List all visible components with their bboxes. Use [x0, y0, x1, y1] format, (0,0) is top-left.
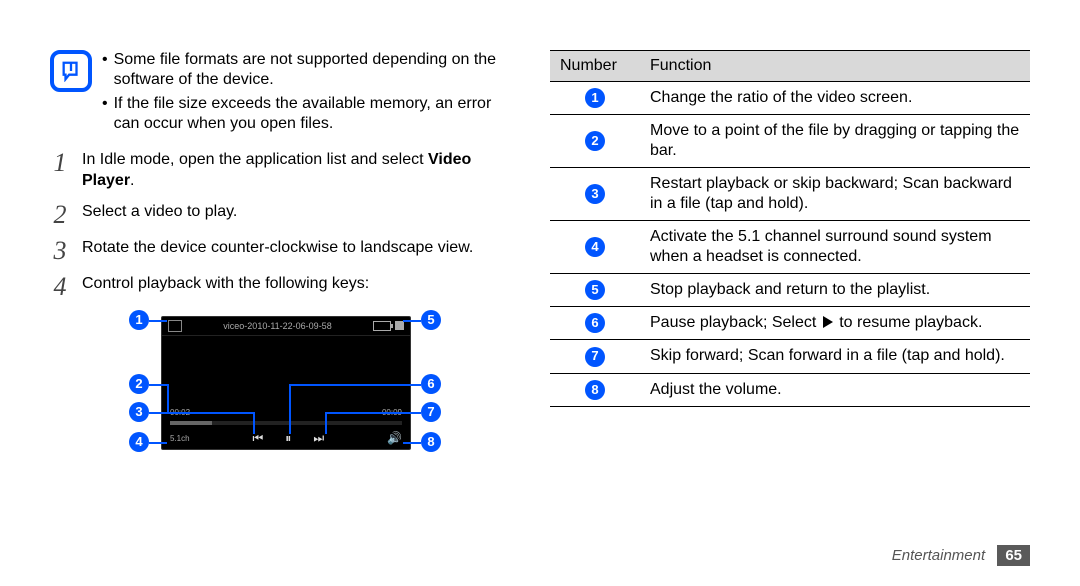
- step-4: 4 Control playback with the following ke…: [50, 274, 520, 300]
- callout-7: 7: [421, 402, 441, 422]
- player-mock: viceo-2010-11-22-06-09-58 00:02 00:09 5.…: [161, 316, 411, 450]
- control-row: 5.1ch ⏮ ⏸ ⏭ 🔊: [162, 427, 410, 446]
- table-row: 7 Skip forward; Scan forward in a file (t…: [550, 340, 1030, 373]
- col-number: Number: [550, 51, 640, 82]
- step-number: 3: [50, 238, 70, 264]
- callout-6: 6: [421, 374, 441, 394]
- step-text: Control playback with the following keys…: [82, 274, 369, 295]
- row-function-cell: Activate the 5.1 channel surround sound …: [640, 221, 1030, 274]
- row-number-cell: 5: [550, 274, 640, 307]
- callout-4: 4: [129, 432, 149, 452]
- callout-3: 3: [129, 402, 149, 422]
- row-function-cell: Stop playback and return to the playlist…: [640, 274, 1030, 307]
- left-column: • Some file formats are not supported de…: [50, 50, 520, 465]
- note-icon: [50, 50, 92, 92]
- row-number-cell: 3: [550, 168, 640, 221]
- player-top-bar: viceo-2010-11-22-06-09-58: [162, 317, 410, 336]
- row-function-cell: Change the ratio of the video screen.: [640, 82, 1030, 115]
- player-title: viceo-2010-11-22-06-09-58: [223, 321, 331, 331]
- table-row: 6 Pause playback; Select to resume playba…: [550, 307, 1030, 340]
- number-badge: 5: [585, 280, 605, 300]
- callout-5: 5: [421, 310, 441, 330]
- aspect-icon: [168, 320, 182, 332]
- step-number: 4: [50, 274, 70, 300]
- step-text: Select a video to play.: [82, 202, 237, 223]
- step-3: 3 Rotate the device counter-clockwise to…: [50, 238, 520, 264]
- volume-icon: 🔊: [387, 431, 402, 445]
- step1-post: .: [130, 172, 134, 189]
- number-badge: 8: [585, 380, 605, 400]
- number-badge: 2: [585, 131, 605, 151]
- page-content: • Some file formats are not supported de…: [0, 0, 1080, 465]
- lead-3: [149, 412, 255, 414]
- step-1: 1 In Idle mode, open the application lis…: [50, 150, 520, 192]
- seek-bar: [170, 421, 402, 425]
- video-player-diagram: viceo-2010-11-22-06-09-58 00:02 00:09 5.…: [115, 310, 455, 465]
- table-row: 3 Restart playback or skip backward; Scan…: [550, 168, 1030, 221]
- callout-2: 2: [129, 374, 149, 394]
- bullet-dot: •: [102, 50, 108, 90]
- lead-6v: [289, 384, 291, 434]
- lead-2: [149, 384, 167, 386]
- stop-icon: [395, 321, 404, 330]
- row-number-cell: 2: [550, 115, 640, 168]
- note-line-2: If the file size exceeds the available m…: [114, 94, 520, 134]
- lead-8: [403, 442, 421, 444]
- row-function-cell: Skip forward; Scan forward in a file (ta…: [640, 340, 1030, 373]
- lead-6: [289, 384, 421, 386]
- table-row: 8 Adjust the volume.: [550, 373, 1030, 406]
- player-body: [162, 336, 410, 406]
- row-function-cell: Adjust the volume.: [640, 373, 1030, 406]
- row-number-cell: 6: [550, 307, 640, 340]
- play-icon: [823, 316, 833, 328]
- lead-7v: [325, 412, 327, 434]
- right-column: Number Function 1 Change the ratio of the…: [550, 50, 1030, 465]
- seek-fill: [170, 421, 212, 425]
- step-text: In Idle mode, open the application list …: [82, 150, 520, 192]
- number-badge: 4: [585, 237, 605, 257]
- row-number-cell: 1: [550, 82, 640, 115]
- table-row: 2 Move to a point of the file by dragging…: [550, 115, 1030, 168]
- number-badge: 3: [585, 184, 605, 204]
- row-function-cell: Pause playback; Select to resume playbac…: [640, 307, 1030, 340]
- lead-2v: [167, 384, 169, 414]
- lead-3v: [253, 412, 255, 434]
- next-icon: ⏭: [313, 431, 324, 446]
- bullet-dot: •: [102, 94, 108, 134]
- step-text: Rotate the device counter-clockwise to l…: [82, 238, 473, 259]
- step-number: 1: [50, 150, 70, 176]
- step-2: 2 Select a video to play.: [50, 202, 520, 228]
- fiveone-label: 5.1ch: [170, 434, 190, 443]
- lead-7: [325, 412, 421, 414]
- callout-8: 8: [421, 432, 441, 452]
- battery-icon: [373, 321, 391, 331]
- step-number: 2: [50, 202, 70, 228]
- callout-1: 1: [129, 310, 149, 330]
- row-number-cell: 4: [550, 221, 640, 274]
- row-number-cell: 7: [550, 340, 640, 373]
- footer: Entertainment 65: [892, 545, 1030, 566]
- table-row: 5 Stop playback and return to the playlis…: [550, 274, 1030, 307]
- number-badge: 7: [585, 347, 605, 367]
- col-function: Function: [640, 51, 1030, 82]
- step1-pre: In Idle mode, open the application list …: [82, 151, 428, 168]
- table-row: 4 Activate the 5.1 channel surround sound…: [550, 221, 1030, 274]
- note-line-1: Some file formats are not supported depe…: [114, 50, 520, 90]
- lead-5: [403, 320, 421, 322]
- row-number-cell: 8: [550, 373, 640, 406]
- number-badge: 6: [585, 313, 605, 333]
- table-row: 1 Change the ratio of the video screen.: [550, 82, 1030, 115]
- lead-4: [149, 442, 167, 444]
- lead-1: [149, 320, 167, 322]
- note-text: • Some file formats are not supported de…: [102, 50, 520, 138]
- section-name: Entertainment: [892, 547, 985, 564]
- row-function-cell: Restart playback or skip backward; Scan …: [640, 168, 1030, 221]
- note-box: • Some file formats are not supported de…: [50, 50, 520, 138]
- page-number: 65: [997, 545, 1030, 566]
- function-table: Number Function 1 Change the ratio of the…: [550, 50, 1030, 407]
- number-badge: 1: [585, 88, 605, 108]
- row-function-cell: Move to a point of the file by dragging …: [640, 115, 1030, 168]
